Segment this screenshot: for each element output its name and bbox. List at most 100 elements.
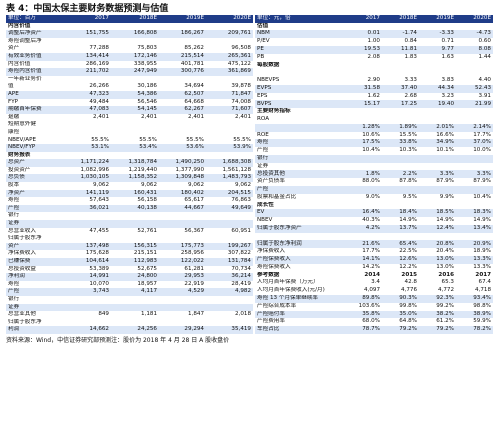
table-cell: 54,145 [111, 106, 159, 114]
table-cell [206, 76, 253, 84]
table-cell: 96,508 [231, 45, 251, 52]
table-cell [111, 212, 159, 220]
table-cell: 2.68 [404, 92, 417, 99]
table-row: 净保费收入 175,628 215,151 258,956 307,822 [6, 250, 253, 258]
table-cell [345, 62, 382, 70]
table-cell [382, 233, 419, 241]
table-cell [456, 116, 493, 124]
table-row: 投资资产 1,082,996 1,219,440 1,377,990 1,561,128 [6, 167, 253, 175]
table-cell: 4,117 [111, 288, 159, 296]
table-cell: 99.2% [436, 302, 454, 309]
row-label: 净利润 [6, 273, 63, 281]
table-cell: 1,483,793 [206, 174, 253, 183]
table-cell: 103.6% [358, 302, 380, 309]
table-cell: 112,983 [111, 258, 159, 266]
table-cell: 47,083 [63, 106, 111, 114]
table-cell [159, 212, 206, 220]
row-label: 参考数据 [257, 271, 280, 278]
table-cell: 16.6% [436, 131, 454, 138]
table-cell: 13.3% [473, 263, 491, 270]
table-cell: 137,498 [63, 242, 111, 251]
table-cell [345, 108, 382, 116]
table-cell [419, 202, 456, 210]
row-label: 产险综合成本率 [257, 302, 297, 309]
table-cell: 10.6% [362, 131, 380, 138]
table-row: BVPS 15.17 17.25 19.40 21.99 [255, 100, 493, 109]
table-cell [419, 69, 456, 77]
table-cell: 1.63 [441, 53, 454, 60]
table-row: 银行 [255, 154, 493, 163]
table-cell: 4,097 [363, 287, 380, 294]
table-cell: 8.08 [456, 45, 493, 54]
table-row: 归属于股东净 [6, 319, 253, 327]
table-cell [456, 69, 493, 77]
table-cell [111, 121, 159, 129]
header-year: 2017 [63, 15, 111, 23]
header-unit: 单位：元，倍 [255, 15, 345, 23]
table-cell: 65.4% [382, 240, 419, 249]
table-cell [419, 163, 456, 171]
table-row: 总投资其他 1.8% 2.2% 3.3% 3.3% [255, 170, 493, 179]
table-cell [419, 154, 456, 163]
table-row: PB 2.08 1.83 1.63 1.44 [255, 54, 493, 62]
row-label: NBEVPS [257, 77, 280, 84]
row-label: 归属于股东净资产 [255, 224, 345, 233]
table-cell [111, 319, 159, 327]
table-cell: -4.73 [456, 30, 493, 39]
table-cell [456, 154, 493, 163]
table-cell [206, 38, 253, 46]
table-row: 寿险调整后净 [6, 38, 253, 46]
table-cell: 52.43 [456, 84, 493, 93]
row-label: 银行 [255, 154, 345, 163]
table-cell: 28,419 [231, 280, 251, 287]
table-cell: 401,781 [180, 60, 204, 67]
table-row: EV 16.4% 18.4% 18.5% 18.3% [255, 209, 493, 218]
row-label [255, 123, 345, 132]
table-cell: 286,169 [85, 60, 109, 67]
row-label: 短期意外健 [8, 121, 36, 128]
row-label: 股本 [8, 182, 20, 189]
table-row: 归属于股东净 [6, 235, 253, 243]
table-cell [382, 163, 419, 171]
table-cell [159, 220, 206, 228]
row-label: 资产 [6, 242, 63, 251]
table-cell: 9,062 [92, 182, 109, 189]
table-cell: 265,361 [206, 52, 253, 61]
table-cell [111, 303, 159, 312]
table-cell: 13.3% [456, 256, 493, 264]
table-cell: 12.6% [382, 256, 419, 264]
table-cell: 849 [98, 311, 109, 318]
table-cell [63, 152, 111, 160]
table-cell: 15.5% [399, 131, 417, 138]
table-row: 寿险内含价值 211,702 247,949 300,776 361,869 [6, 68, 253, 76]
table-row: 证券 [255, 163, 493, 171]
table-cell: 3.33 [404, 77, 417, 84]
row-label: 总负债 [6, 174, 63, 183]
table-row: 资产负债率 88.0% 87.8% 87.9% 87.9% [255, 178, 493, 186]
table-cell: 39,878 [231, 83, 251, 90]
table-cell: 57,643 [89, 197, 109, 204]
row-label: 总营业收入 [8, 227, 36, 234]
table-cell [206, 152, 253, 160]
table-cell: 0.01 [345, 30, 382, 39]
table-cell: 11.81 [382, 45, 419, 54]
header-year: 2019E [419, 15, 456, 23]
row-label: 车险占比 [255, 326, 345, 334]
table-cell: 87.8% [399, 178, 417, 185]
table-cell [111, 296, 159, 304]
left-header-row: 单位：百万 2017 2018E 2019E 2020E [6, 15, 253, 23]
row-label: 主要财务指标 [257, 108, 291, 115]
table-cell: 10.4% [473, 193, 491, 200]
table-cell: 87.9% [473, 178, 491, 185]
table-cell: 14.1% [345, 256, 382, 264]
table-cell [345, 23, 382, 31]
table-cell: 56,158 [137, 197, 157, 204]
row-label: 成长性 [257, 201, 274, 208]
row-label: 资产负债率 [257, 178, 285, 185]
table-cell [206, 319, 253, 327]
section-row: 财务报表 [6, 152, 253, 160]
table-cell: 1,490,250 [159, 159, 206, 167]
table-cell: 1.62 [367, 92, 380, 99]
row-label: 归属于股东净 [8, 235, 42, 242]
header-year: 2018E [382, 15, 419, 23]
